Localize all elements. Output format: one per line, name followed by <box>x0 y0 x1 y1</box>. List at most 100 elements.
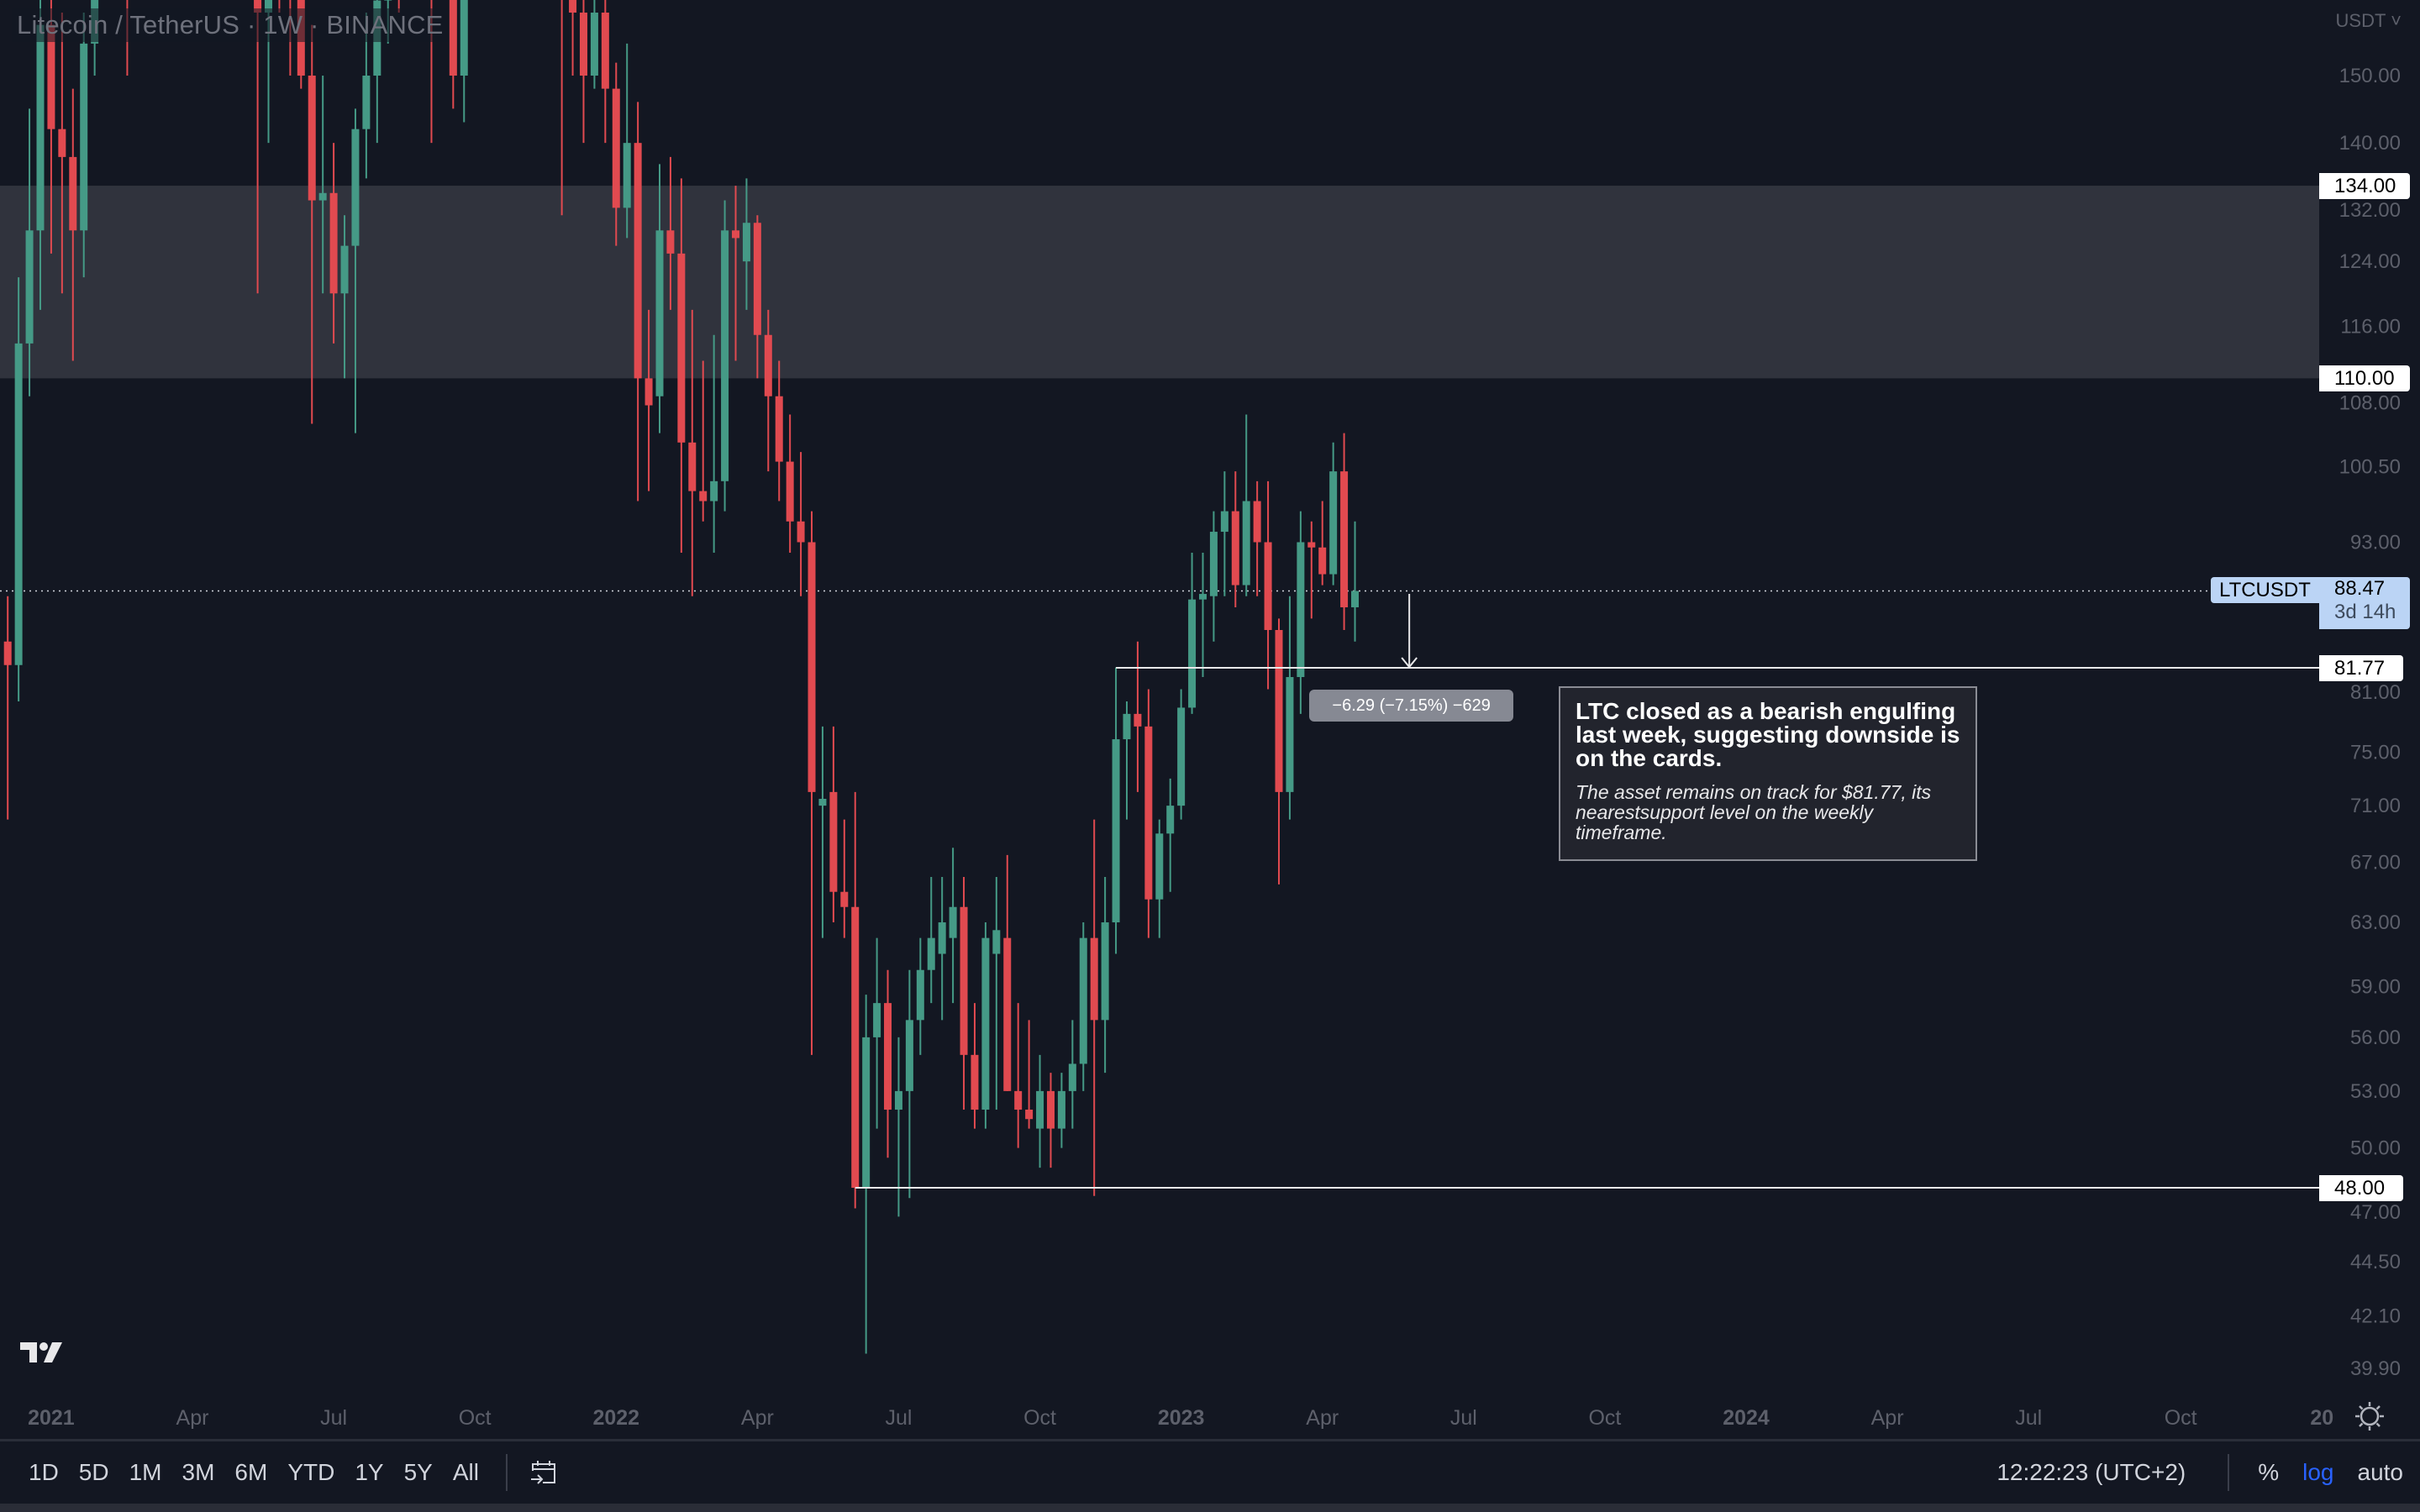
price-tick-label: 53.00 <box>2350 1080 2401 1103</box>
candle <box>1155 819 1164 938</box>
range-3m[interactable]: 3M <box>182 1459 215 1485</box>
candle-body <box>1286 677 1294 792</box>
candle <box>340 215 349 379</box>
level-price-tag: 134.00 <box>2319 173 2410 200</box>
last-price-tag: 88.47 3d 14h <box>2319 577 2410 629</box>
candle-body <box>699 491 708 501</box>
candle <box>1090 819 1098 1196</box>
annotation-note[interactable]: LTC closed as a bearish engulfing last w… <box>1559 686 1977 861</box>
gear-icon[interactable] <box>2355 1402 2384 1431</box>
candle-body <box>69 156 77 231</box>
candle-body <box>601 13 609 89</box>
time-tick-label: 2021 <box>28 1406 75 1430</box>
currency-selector[interactable]: USDT ˅ <box>2336 10 2402 32</box>
time-tick-label: 20 <box>2310 1406 2333 1430</box>
candle-body <box>340 245 349 294</box>
time-tick-label: Jul <box>2015 1406 2042 1430</box>
candle <box>873 937 881 1129</box>
candle-body <box>1188 599 1197 708</box>
candle-body <box>460 0 468 76</box>
bottom-toolbar: 1D 5D 1M 3M 6M YTD 1Y 5Y All 12:22:23 (U… <box>0 1441 2420 1504</box>
time-tick-label: Apr <box>741 1406 774 1430</box>
calendar-goto-icon[interactable] <box>529 1457 560 1488</box>
candle <box>14 277 23 702</box>
candle <box>1003 854 1012 1091</box>
time-tick-label: Apr <box>1306 1406 1339 1430</box>
candle-body <box>1340 471 1349 607</box>
candle-body <box>47 24 55 129</box>
range-5y[interactable]: 5Y <box>403 1459 433 1485</box>
divider <box>2228 1454 2230 1491</box>
candle <box>851 791 860 1209</box>
candle-body <box>644 378 653 406</box>
candle <box>688 309 697 596</box>
range-all[interactable]: All <box>452 1459 479 1485</box>
candle-body <box>254 0 262 13</box>
candle <box>699 360 708 522</box>
price-tick-label: 59.00 <box>2350 975 2401 998</box>
candle <box>25 108 34 396</box>
candle-body <box>764 334 772 396</box>
candle-body <box>1329 471 1338 575</box>
candle <box>884 969 892 1158</box>
candle-body <box>753 223 761 335</box>
candle-body <box>873 1003 881 1037</box>
candle <box>764 309 772 472</box>
range-1d[interactable]: 1D <box>29 1459 59 1485</box>
candle <box>927 876 935 1004</box>
candle <box>894 1037 902 1217</box>
candle <box>430 0 433 144</box>
candle <box>69 88 77 361</box>
range-1m[interactable]: 1M <box>129 1459 162 1485</box>
candle <box>579 0 587 144</box>
candle <box>1231 471 1239 607</box>
range-ytd[interactable]: YTD <box>287 1459 335 1485</box>
price-tick-label: 75.00 <box>2350 741 2401 764</box>
candle <box>1025 1020 1034 1129</box>
bar-countdown: 3d 14h <box>2334 601 2396 623</box>
price-chart[interactable]: 150.00 140.00 132.00 124.00 116.00 108.00 100.… <box>0 0 2420 1440</box>
candle-body <box>1046 1090 1055 1129</box>
clock-timezone[interactable]: 12:22:23 (UTC+2) <box>1996 1459 2186 1485</box>
candle-body <box>1318 547 1327 575</box>
candle-body <box>1123 713 1131 740</box>
annotation-body: The asset remains on track for $81.77, i… <box>1576 781 1932 843</box>
candle <box>590 0 598 89</box>
candle <box>47 0 55 254</box>
time-tick-label: Oct <box>1023 1406 1056 1430</box>
candle <box>1351 521 1360 642</box>
candle <box>1101 876 1109 1074</box>
candle-body <box>329 192 338 294</box>
candle-body <box>808 542 816 792</box>
candle <box>1297 511 1305 714</box>
range-5d[interactable]: 5D <box>78 1459 109 1485</box>
candle-body <box>1036 1090 1044 1129</box>
log-scale-toggle[interactable]: log <box>2302 1459 2334 1485</box>
candle-body <box>1297 542 1305 678</box>
candle-body <box>308 76 316 201</box>
candle <box>732 186 740 361</box>
resistance-zone[interactable] <box>0 186 2319 379</box>
time-tick-label: Jul <box>885 1406 912 1430</box>
price-tick-label: 108.00 <box>2339 391 2401 414</box>
candle-body <box>829 791 838 892</box>
candle-body <box>1101 922 1109 1021</box>
auto-scale-toggle[interactable]: auto <box>2357 1459 2404 1485</box>
candle-body <box>590 13 598 76</box>
percent-scale-toggle[interactable]: % <box>2258 1459 2280 1485</box>
range-1y[interactable]: 1Y <box>355 1459 384 1485</box>
candle-body <box>1112 739 1120 923</box>
candle-body <box>786 461 794 522</box>
tradingview-logo[interactable] <box>18 1339 72 1370</box>
candle <box>1340 433 1349 630</box>
price-tick-label: 39.90 <box>2350 1357 2401 1380</box>
candle-body <box>1177 707 1186 806</box>
candle <box>560 0 563 216</box>
price-tick-label: 67.00 <box>2350 852 2401 874</box>
candle-body <box>1144 726 1153 900</box>
range-6m[interactable]: 6M <box>234 1459 268 1485</box>
candle-body <box>721 230 729 481</box>
candle <box>1166 778 1175 892</box>
candle-body <box>1253 501 1261 543</box>
candle <box>254 0 262 294</box>
